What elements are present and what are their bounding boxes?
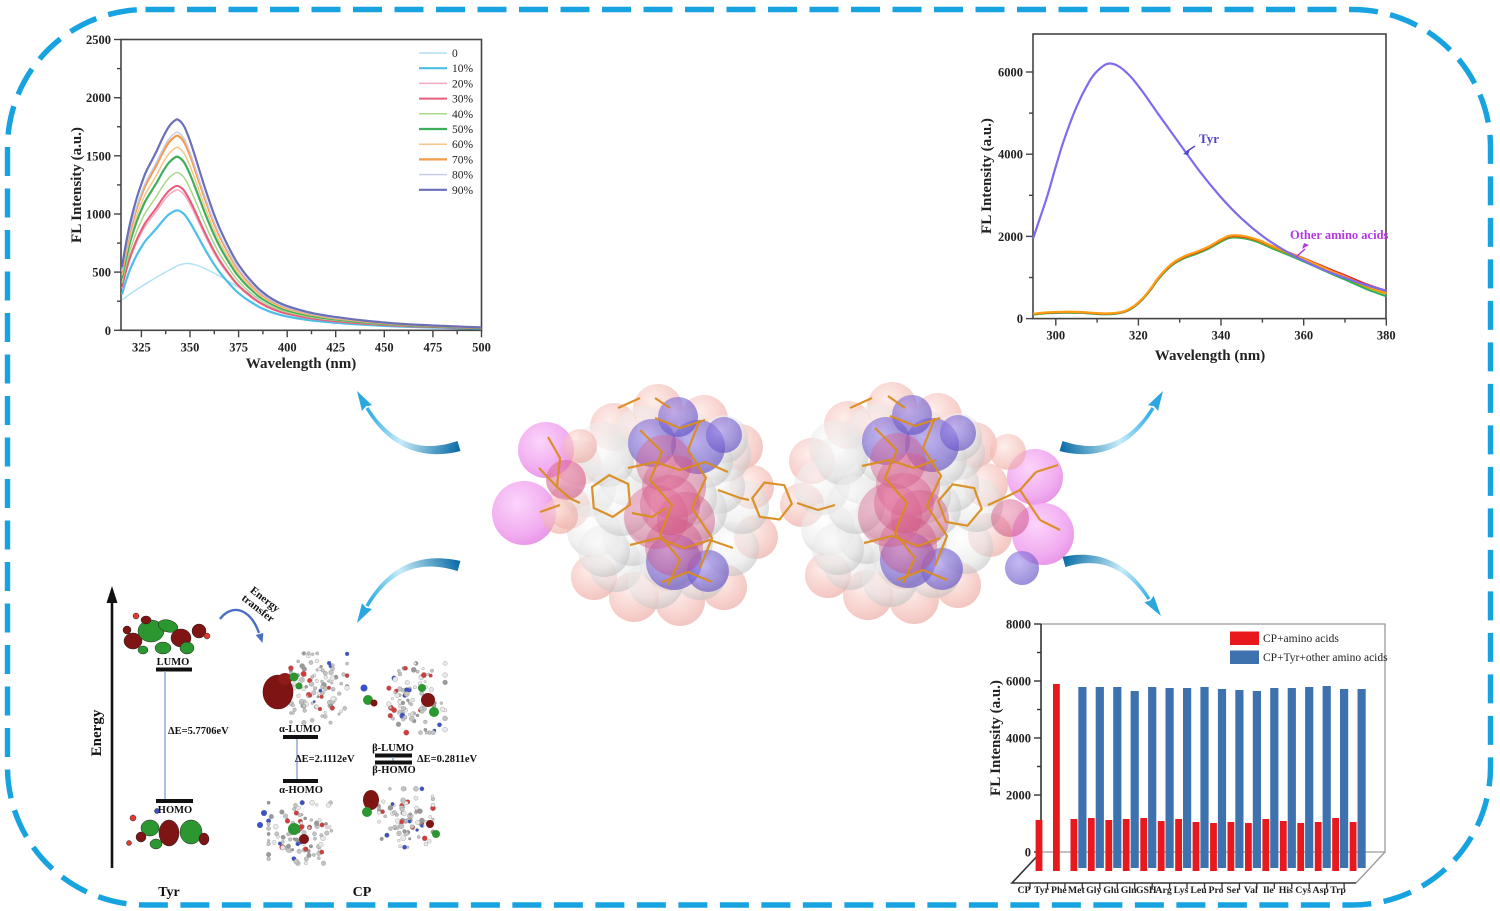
- svg-text:Gly: Gly: [1086, 885, 1101, 896]
- svg-text:CP+Tyr+other amino acids: CP+Tyr+other amino acids: [1263, 652, 1388, 664]
- svg-text:His: His: [1279, 885, 1293, 896]
- svg-text:1000: 1000: [86, 208, 111, 222]
- svg-text:Lys: Lys: [1174, 885, 1189, 896]
- svg-text:Asp: Asp: [1313, 885, 1330, 896]
- svg-text:2000: 2000: [998, 230, 1023, 244]
- svg-text:Tyr: Tyr: [1199, 131, 1219, 146]
- svg-text:1500: 1500: [86, 149, 111, 163]
- svg-text:Val: Val: [1244, 885, 1258, 896]
- svg-text:Wavelength (nm): Wavelength (nm): [1155, 348, 1265, 364]
- svg-text:360: 360: [1294, 329, 1313, 343]
- svg-text:450: 450: [375, 340, 394, 354]
- svg-text:FL Intensity (a.u.): FL Intensity (a.u.): [69, 127, 85, 243]
- svg-text:Cys: Cys: [1295, 885, 1311, 896]
- svg-text:4000: 4000: [998, 148, 1023, 162]
- svg-text:320: 320: [1129, 329, 1148, 343]
- svg-text:2000: 2000: [1006, 789, 1031, 803]
- svg-text:0: 0: [105, 324, 111, 338]
- svg-text:CP: CP: [353, 885, 372, 900]
- svg-text:350: 350: [181, 340, 200, 354]
- svg-text:400: 400: [278, 340, 297, 354]
- svg-text:325: 325: [132, 340, 151, 354]
- svg-text:0: 0: [1017, 312, 1023, 326]
- svg-text:2500: 2500: [86, 33, 111, 47]
- svg-text:HOMO: HOMO: [158, 805, 192, 816]
- svg-text:4000: 4000: [1006, 732, 1031, 746]
- svg-text:FL Intensity (a.u.): FL Intensity (a.u.): [979, 118, 995, 234]
- svg-text:8000: 8000: [1006, 618, 1031, 632]
- svg-text:Tyr: Tyr: [1034, 885, 1050, 896]
- svg-text:300: 300: [1046, 329, 1065, 343]
- svg-text:80%: 80%: [452, 170, 474, 182]
- svg-text:Other amino acids: Other amino acids: [1290, 228, 1389, 242]
- svg-text:10%: 10%: [452, 63, 474, 75]
- svg-text:ΔE=0.2811eV: ΔE=0.2811eV: [417, 754, 478, 765]
- svg-text:α-HOMO: α-HOMO: [279, 785, 323, 796]
- svg-text:Gln: Gln: [1121, 885, 1137, 896]
- svg-text:Energy: Energy: [89, 709, 105, 756]
- svg-text:Met: Met: [1068, 885, 1086, 896]
- svg-text:0: 0: [1025, 846, 1031, 860]
- svg-text:GSH: GSH: [1136, 885, 1157, 896]
- svg-text:425: 425: [326, 340, 345, 354]
- svg-text:Pro: Pro: [1208, 885, 1223, 896]
- svg-text:ΔE=2.1112eV: ΔE=2.1112eV: [295, 754, 355, 765]
- svg-text:LUMO: LUMO: [157, 657, 190, 668]
- svg-text:Glu: Glu: [1103, 885, 1119, 896]
- svg-text:90%: 90%: [452, 185, 474, 197]
- svg-text:340: 340: [1212, 329, 1231, 343]
- svg-text:Phe: Phe: [1051, 885, 1067, 896]
- svg-text:0: 0: [452, 48, 458, 60]
- svg-text:ΔE=5.7706eV: ΔE=5.7706eV: [168, 726, 229, 737]
- svg-text:6000: 6000: [1006, 675, 1031, 689]
- svg-text:475: 475: [424, 340, 443, 354]
- svg-text:β-LUMO: β-LUMO: [372, 743, 414, 754]
- svg-text:6000: 6000: [998, 66, 1023, 80]
- svg-text:40%: 40%: [452, 109, 474, 121]
- svg-text:CP+amino acids: CP+amino acids: [1263, 633, 1339, 645]
- svg-text:Arg: Arg: [1155, 885, 1171, 896]
- svg-text:375: 375: [229, 340, 248, 354]
- svg-text:500: 500: [472, 340, 491, 354]
- svg-text:CP: CP: [1017, 885, 1030, 896]
- svg-text:20%: 20%: [452, 78, 474, 90]
- svg-text:2000: 2000: [86, 91, 111, 105]
- svg-text:60%: 60%: [452, 139, 474, 151]
- svg-text:Ile: Ile: [1263, 885, 1275, 896]
- svg-text:380: 380: [1377, 329, 1396, 343]
- svg-text:500: 500: [92, 266, 111, 280]
- svg-text:30%: 30%: [452, 94, 474, 106]
- svg-text:50%: 50%: [452, 124, 474, 136]
- svg-text:FL Intensity (a.u.): FL Intensity (a.u.): [988, 680, 1004, 796]
- svg-text:70%: 70%: [452, 154, 474, 166]
- svg-text:Trp: Trp: [1330, 885, 1346, 896]
- svg-text:Ser: Ser: [1226, 885, 1241, 896]
- svg-text:β-HOMO: β-HOMO: [372, 765, 415, 776]
- svg-text:Leu: Leu: [1190, 885, 1207, 896]
- svg-text:α-LUMO: α-LUMO: [279, 724, 321, 735]
- svg-text:Wavelength (nm): Wavelength (nm): [246, 356, 356, 372]
- svg-text:Tyr: Tyr: [158, 885, 180, 900]
